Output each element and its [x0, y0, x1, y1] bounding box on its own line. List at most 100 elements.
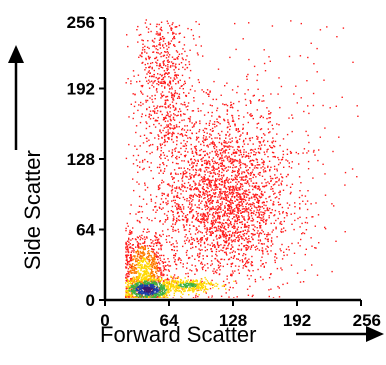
data-point	[242, 265, 245, 267]
data-point	[233, 234, 236, 236]
data-point	[131, 232, 133, 234]
data-point	[224, 167, 226, 170]
data-point	[130, 255, 132, 257]
data-point	[186, 66, 189, 69]
data-point	[170, 173, 172, 175]
data-point	[125, 259, 127, 261]
data-point	[147, 258, 149, 261]
data-point	[232, 178, 235, 181]
data-point	[148, 66, 151, 69]
data-point	[152, 257, 154, 259]
data-point	[188, 200, 190, 202]
data-point	[173, 245, 175, 248]
data-point	[154, 280, 156, 282]
data-point	[198, 283, 200, 285]
data-point	[145, 67, 147, 69]
data-point	[240, 153, 242, 156]
data-point	[257, 147, 260, 150]
data-point	[136, 279, 138, 282]
data-point	[218, 266, 220, 268]
data-point	[143, 266, 145, 268]
data-point	[248, 189, 250, 191]
data-point	[267, 209, 270, 212]
data-point	[249, 99, 251, 102]
population-sparse-outliers	[125, 20, 359, 298]
data-point	[157, 279, 160, 281]
data-point	[311, 264, 313, 266]
data-point	[132, 163, 135, 165]
data-point	[242, 254, 244, 257]
data-point	[130, 254, 132, 256]
data-point	[137, 211, 139, 213]
data-point	[205, 159, 207, 162]
data-point	[261, 202, 264, 204]
data-point	[196, 228, 198, 231]
data-point	[239, 231, 242, 233]
data-point	[133, 249, 135, 251]
data-point	[162, 152, 165, 154]
data-point	[135, 260, 137, 263]
data-point	[132, 227, 134, 229]
data-point	[172, 65, 174, 67]
data-point	[143, 285, 145, 288]
data-point	[182, 206, 185, 208]
data-point	[183, 145, 186, 147]
data-point	[145, 26, 148, 28]
data-point	[166, 235, 168, 237]
data-point	[170, 119, 172, 121]
data-point	[227, 186, 230, 188]
data-point	[219, 198, 222, 200]
data-point	[221, 130, 223, 133]
data-point	[197, 212, 200, 215]
data-point	[175, 285, 177, 287]
data-point	[175, 147, 177, 149]
data-point	[146, 151, 148, 153]
data-point	[239, 159, 241, 162]
data-point	[302, 232, 304, 234]
data-point	[155, 233, 157, 235]
data-point	[203, 91, 205, 93]
data-point	[245, 137, 247, 140]
data-point	[196, 206, 198, 209]
data-point	[247, 269, 250, 271]
data-point	[149, 75, 151, 78]
data-point	[300, 238, 302, 241]
data-point	[190, 148, 193, 150]
data-point	[184, 290, 186, 292]
data-point	[169, 265, 172, 267]
data-point	[175, 102, 178, 105]
data-point	[191, 167, 193, 169]
data-point	[189, 202, 191, 204]
data-point	[274, 174, 276, 176]
data-point	[146, 270, 148, 273]
data-point	[216, 118, 218, 120]
data-point	[219, 116, 221, 118]
data-point	[200, 262, 202, 265]
data-point	[154, 264, 156, 266]
data-point	[136, 284, 138, 287]
data-point	[182, 66, 184, 69]
data-point	[240, 183, 242, 186]
data-point	[194, 151, 197, 153]
data-point	[223, 182, 226, 184]
data-point	[148, 250, 150, 252]
data-point	[230, 263, 232, 265]
data-point	[167, 210, 169, 213]
data-point	[203, 241, 206, 244]
data-point	[196, 238, 198, 240]
data-point	[213, 170, 215, 172]
data-point	[143, 134, 146, 136]
data-point	[210, 184, 212, 187]
data-point	[177, 151, 179, 153]
data-point	[171, 188, 174, 191]
data-point	[182, 288, 185, 290]
data-point	[190, 176, 192, 179]
data-point	[126, 278, 128, 280]
data-point	[152, 245, 155, 247]
data-point	[129, 294, 131, 296]
data-point	[229, 186, 232, 188]
data-point	[287, 174, 289, 176]
data-point	[172, 131, 174, 134]
data-point	[233, 149, 235, 151]
data-point	[160, 28, 162, 31]
